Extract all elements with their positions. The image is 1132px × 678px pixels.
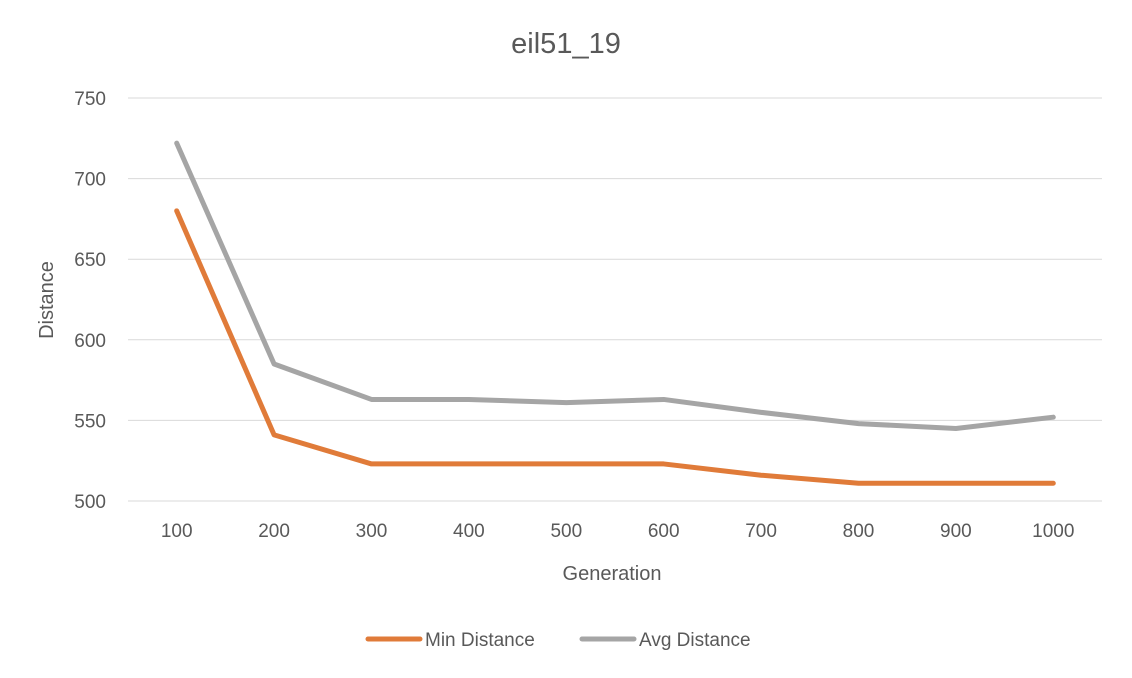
x-tick-label: 400 <box>453 521 485 542</box>
x-tick-label: 1000 <box>1032 521 1074 542</box>
x-tick-label: 100 <box>161 521 193 542</box>
x-tick-label: 300 <box>356 521 388 542</box>
x-tick-label: 900 <box>940 521 972 542</box>
y-tick-label: 600 <box>74 331 106 352</box>
legend-item: Min Distance <box>365 630 535 651</box>
series-avg-distance <box>174 140 1056 431</box>
series-line <box>174 208 1056 486</box>
y-axis-title: Distance <box>36 261 58 339</box>
x-tick-label: 500 <box>550 521 582 542</box>
legend-label: Avg Distance <box>639 630 751 651</box>
x-axis-ticks: 100 200 300 400 500 600 700 800 900 1000 <box>161 521 1075 542</box>
y-tick-label: 700 <box>74 170 106 191</box>
series-lines <box>174 140 1056 486</box>
y-axis-ticks: 500 550 600 650 700 750 <box>74 89 106 513</box>
y-tick-label: 650 <box>74 250 106 271</box>
x-axis-title: Generation <box>563 563 662 585</box>
chart-title: eil51_19 <box>511 28 621 60</box>
x-tick-label: 800 <box>843 521 875 542</box>
series-line <box>174 140 1056 431</box>
series-min-distance <box>174 208 1056 486</box>
legend-item: Avg Distance <box>579 630 751 651</box>
legend: Min Distance Avg Distance <box>365 630 751 651</box>
gridlines <box>128 97 1102 502</box>
x-tick-label: 600 <box>648 521 680 542</box>
legend-label: Min Distance <box>425 630 535 651</box>
x-tick-label: 200 <box>258 521 290 542</box>
y-tick-label: 750 <box>74 89 106 110</box>
x-tick-label: 700 <box>745 521 777 542</box>
y-tick-label: 500 <box>74 492 106 513</box>
y-tick-label: 550 <box>74 411 106 432</box>
